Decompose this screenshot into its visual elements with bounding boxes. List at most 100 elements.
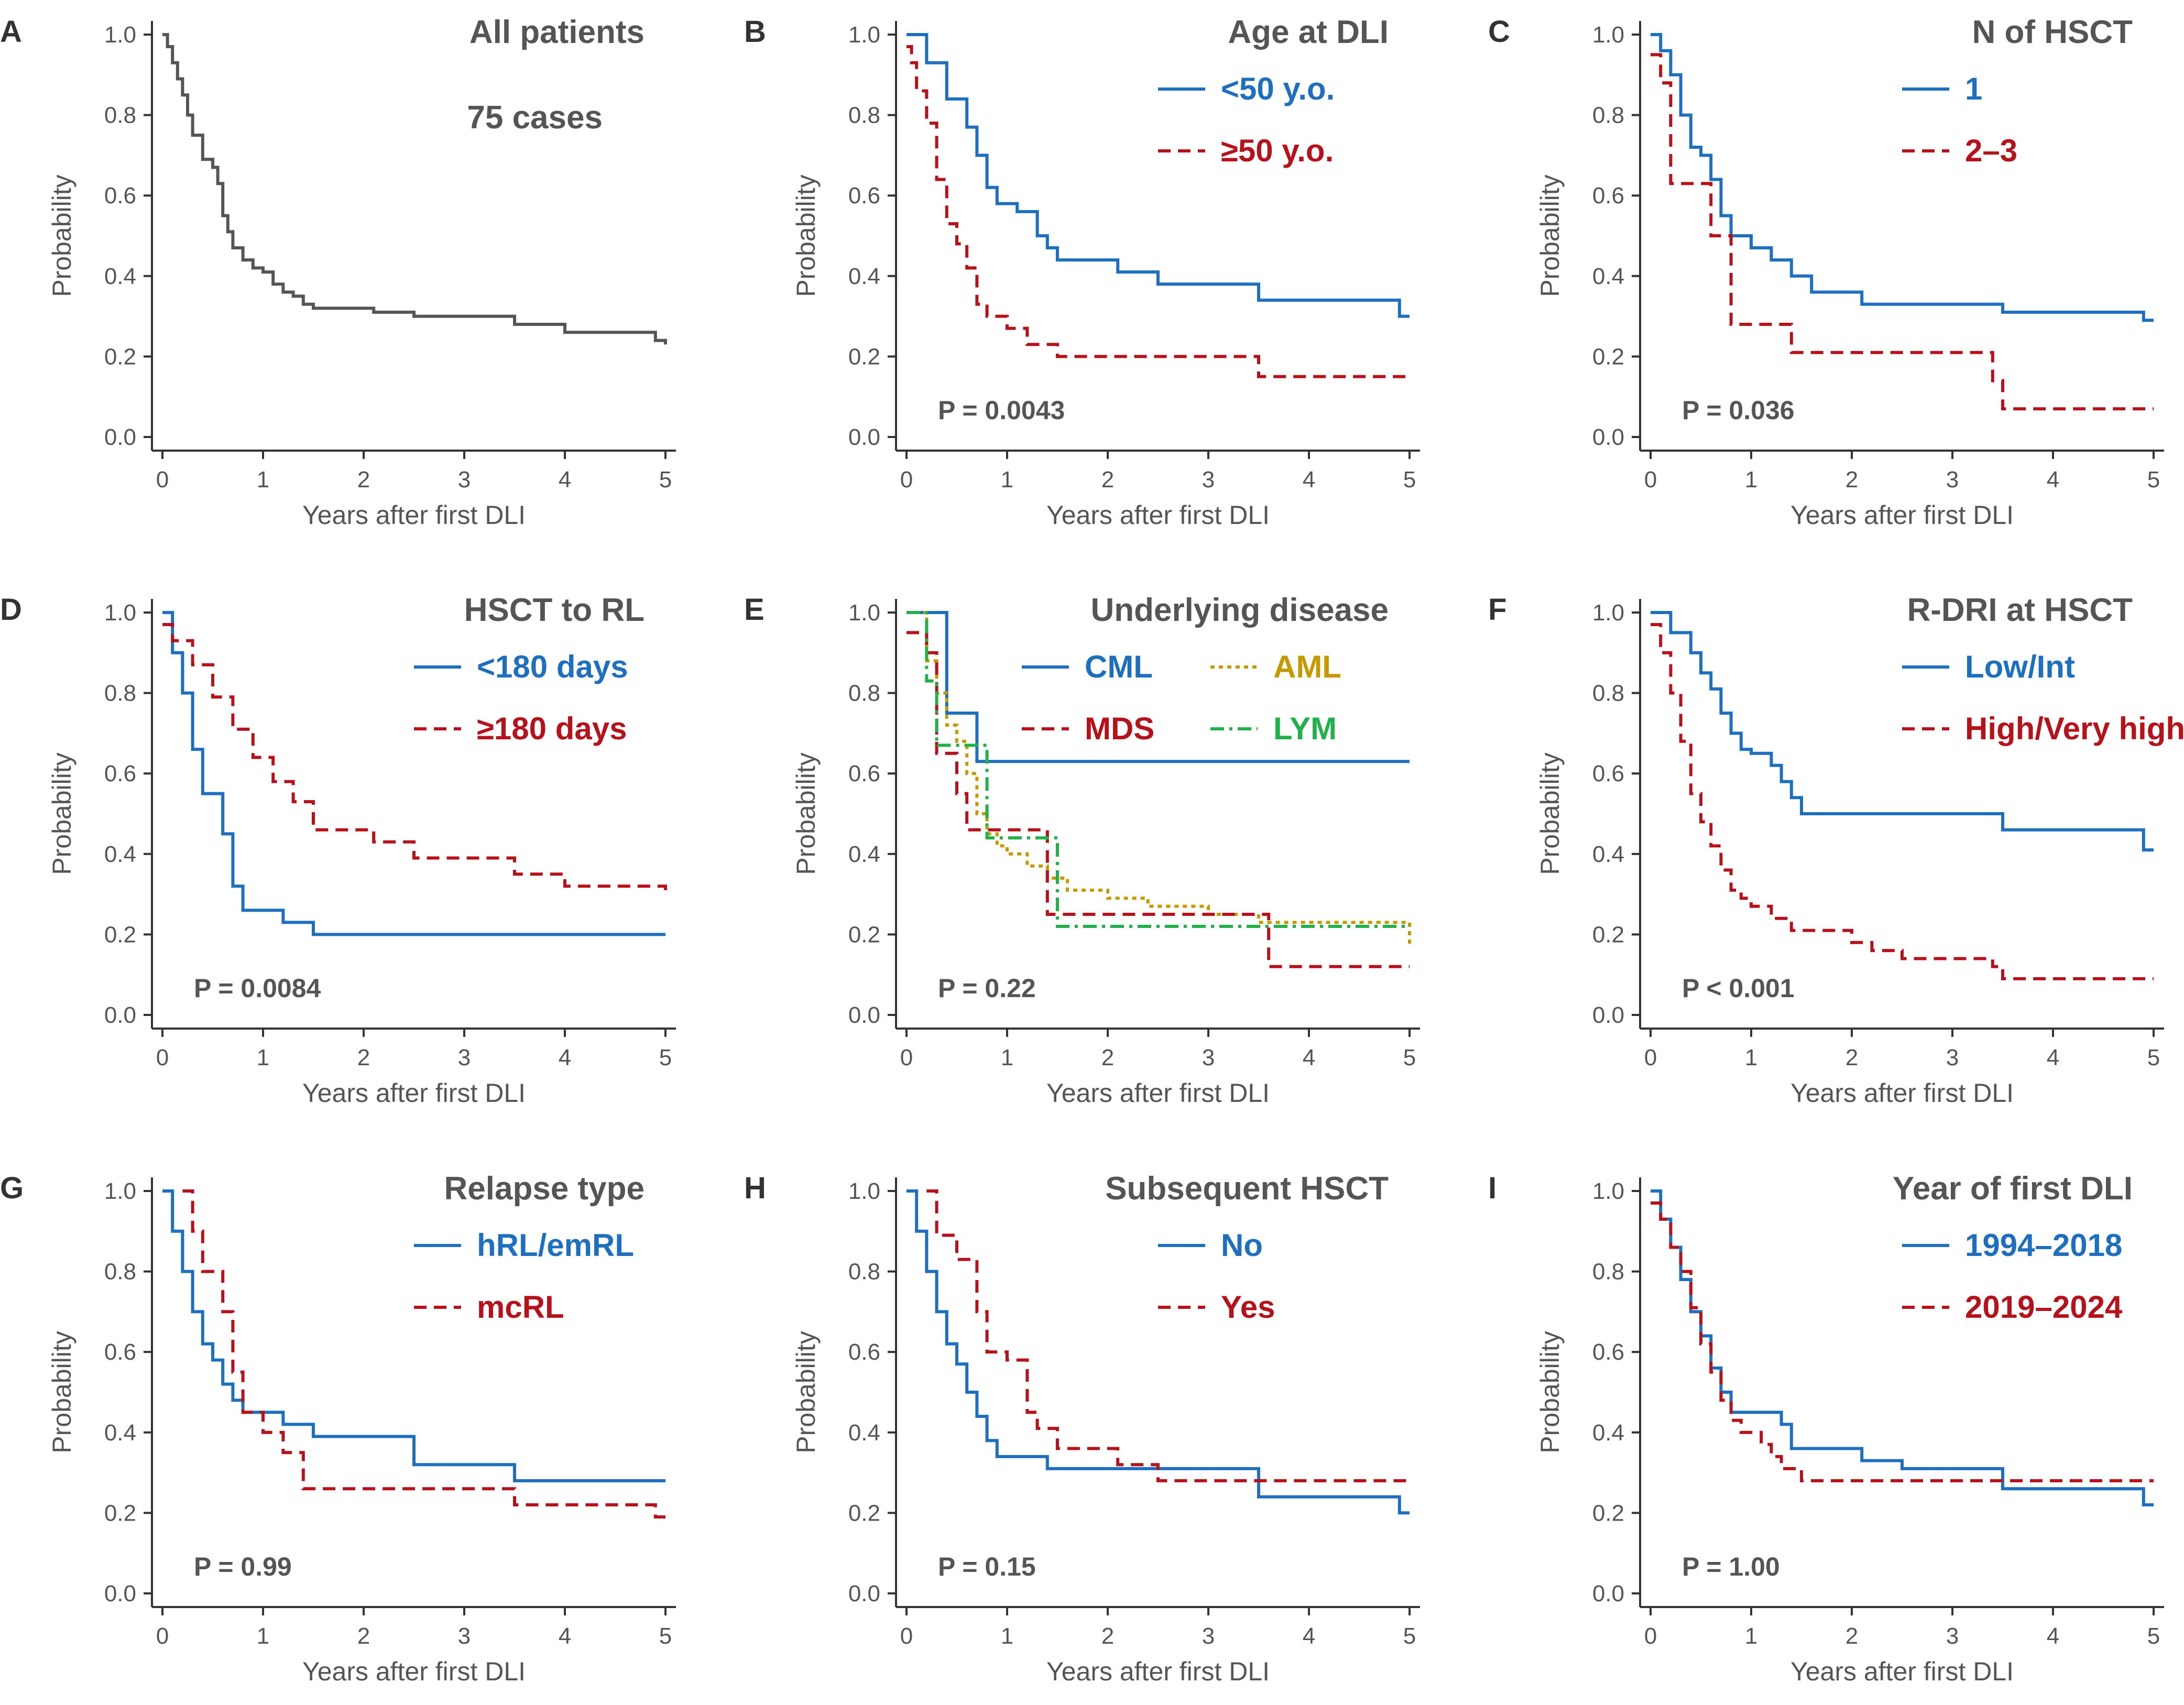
- x-tick-label: 1: [1745, 467, 1757, 493]
- panel-letter: F: [1488, 593, 1506, 627]
- legend-label: Yes: [1221, 1289, 1275, 1325]
- legend-label: LYM: [1273, 711, 1337, 746]
- p-value: P = 0.036: [1682, 396, 1795, 425]
- panel-i: I 0.0 0.2 0.4 0.6 0.8 1.0 0 1 2 3 4 5 Years after fir…: [1488, 1171, 2164, 1686]
- y-tick-label: 0.6: [104, 183, 136, 209]
- x-tick-label: 2: [1101, 1623, 1114, 1649]
- x-tick-label: 3: [1202, 467, 1215, 493]
- y-tick-label: 0.6: [848, 183, 880, 209]
- y-tick-label: 0.0: [848, 1581, 880, 1606]
- x-axis-title: Years after first DLI: [1046, 500, 1270, 530]
- panel-title: N of HSCT: [1972, 14, 2133, 50]
- x-axis-title: Years after first DLI: [302, 500, 526, 530]
- y-tick-label: 1.0: [848, 1178, 880, 1204]
- x-tick-label: 4: [1303, 1045, 1315, 1070]
- km-curve--180-days: [162, 623, 667, 890]
- x-axis-title: Years after first DLI: [1046, 1657, 1270, 1686]
- y-tick-label: 1.0: [848, 22, 880, 48]
- x-tick-label: 2: [357, 1045, 370, 1070]
- x-tick-label: 0: [1644, 1623, 1657, 1649]
- x-tick-label: 5: [2147, 1045, 2160, 1070]
- y-tick-label: 0.6: [848, 761, 880, 786]
- panel-d: D 0.0 0.2 0.4 0.6 0.8 1.0 0 1 2 3 4 5 Years after fir…: [0, 592, 676, 1108]
- km-curve-low-int: [1651, 611, 2154, 852]
- km-curve-1994-2018: [1651, 1189, 2154, 1506]
- y-tick-label: 0.0: [1592, 1002, 1624, 1028]
- y-tick-label: 0.6: [104, 1339, 136, 1365]
- y-tick-label: 0.2: [104, 344, 136, 369]
- x-axis-title: Years after first DLI: [1790, 1657, 2014, 1686]
- legend-label: CML: [1085, 649, 1153, 684]
- y-tick-label: 0.4: [104, 264, 136, 289]
- km-curve-2-3: [1651, 53, 2154, 411]
- y-tick-label: 0.8: [1592, 1259, 1624, 1285]
- legend-label: High/Very high: [1965, 711, 2184, 746]
- legend-label: 1: [1965, 71, 1982, 106]
- y-tick-label: 1.0: [104, 600, 136, 626]
- x-tick-label: 1: [1745, 1045, 1757, 1070]
- x-tick-label: 0: [156, 467, 169, 493]
- y-tick-label: 0.4: [848, 1420, 880, 1446]
- x-tick-label: 0: [900, 1623, 913, 1649]
- y-tick-label: 0.4: [1592, 841, 1624, 867]
- y-tick-label: 0.8: [104, 1259, 136, 1285]
- y-tick-label: 0.4: [1592, 1420, 1624, 1446]
- legend-label: <50 y.o.: [1221, 71, 1335, 106]
- panel-e: E 0.0 0.2 0.4 0.6 0.8 1.0 0 1 2 3 4 5 Years after fir…: [744, 592, 1420, 1108]
- y-axis-title: Probability: [47, 752, 77, 875]
- p-value: P = 0.22: [938, 974, 1036, 1003]
- y-tick-label: 1.0: [104, 22, 136, 48]
- y-tick-label: 0.2: [1592, 1500, 1624, 1526]
- km-curve-no: [907, 1189, 1410, 1515]
- y-axis-title: Probability: [1535, 752, 1565, 875]
- x-axis-title: Years after first DLI: [1046, 1078, 1270, 1108]
- panel-g: G 0.0 0.2 0.4 0.6 0.8 1.0 0 1 2 3 4 5 Years after fir…: [0, 1171, 676, 1686]
- y-tick-label: 0.6: [1592, 761, 1624, 786]
- y-tick-label: 0.8: [848, 681, 880, 706]
- y-tick-label: 0.8: [1592, 681, 1624, 706]
- y-axis-title: Probability: [1535, 1331, 1565, 1453]
- y-tick-label: 0.2: [104, 1500, 136, 1526]
- km-curve-2019-2024: [1651, 1201, 2154, 1482]
- panel-title: R-DRI at HSCT: [1907, 592, 2133, 628]
- x-tick-label: 3: [1946, 1045, 1959, 1070]
- panel-title: Underlying disease: [1090, 592, 1389, 628]
- x-tick-label: 2: [1101, 1045, 1114, 1070]
- km-curve-cml: [907, 611, 1410, 763]
- x-tick-label: 4: [1303, 467, 1315, 493]
- x-tick-label: 4: [1303, 1623, 1315, 1649]
- x-tick-label: 3: [1946, 467, 1959, 493]
- y-tick-label: 0.6: [1592, 1339, 1624, 1365]
- panel-letter: I: [1488, 1171, 1497, 1205]
- y-tick-label: 0.4: [1592, 264, 1624, 289]
- y-tick-label: 0.4: [848, 264, 880, 289]
- x-tick-label: 4: [2047, 1623, 2059, 1649]
- y-tick-label: 0.2: [1592, 922, 1624, 947]
- y-tick-label: 0.0: [104, 424, 136, 450]
- panel-letter: C: [1488, 15, 1510, 49]
- km-curve-yes: [926, 1189, 1410, 1482]
- x-tick-label: 5: [1403, 1623, 1416, 1649]
- panel-c: C 0.0 0.2 0.4 0.6 0.8 1.0 0 1 2 3 4 5 Years after fir…: [1488, 14, 2164, 530]
- y-tick-label: 1.0: [104, 1178, 136, 1204]
- p-value: P = 0.0084: [194, 974, 321, 1003]
- y-tick-label: 0.2: [848, 1500, 880, 1526]
- y-tick-label: 0.0: [848, 424, 880, 450]
- legend-label: ≥50 y.o.: [1221, 133, 1334, 168]
- panel-letter: H: [744, 1171, 766, 1205]
- km-curve-aml: [907, 611, 1411, 947]
- x-tick-label: 2: [357, 467, 370, 493]
- panel-title: Subsequent HSCT: [1105, 1171, 1389, 1207]
- x-tick-label: 3: [1202, 1045, 1215, 1070]
- x-tick-label: 3: [1202, 1623, 1215, 1649]
- legend-label: MDS: [1085, 711, 1154, 746]
- x-tick-label: 2: [1101, 467, 1114, 493]
- panel-h: H 0.0 0.2 0.4 0.6 0.8 1.0 0 1 2 3 4 5 Years after fir…: [744, 1171, 1420, 1686]
- x-tick-label: 5: [659, 1045, 672, 1070]
- x-tick-label: 1: [1001, 467, 1013, 493]
- km-curve-all-patients: [162, 33, 667, 345]
- km-curve-hrl-emrl: [162, 1189, 665, 1482]
- p-value: P = 1.00: [1682, 1552, 1780, 1581]
- x-tick-label: 5: [659, 467, 672, 493]
